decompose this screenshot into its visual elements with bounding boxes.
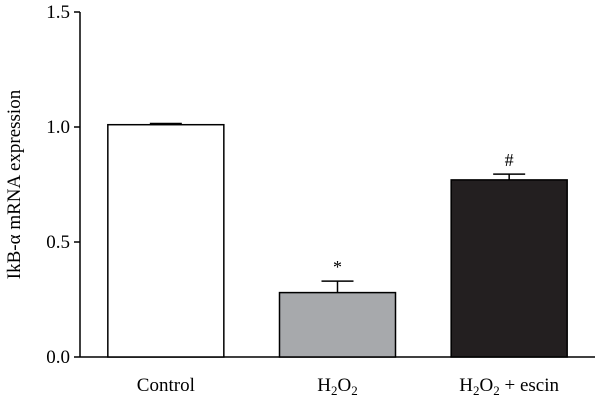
bar	[278, 291, 397, 358]
y-tick-label: 0.0	[46, 347, 70, 368]
y-axis-ticks: 0.0 0.5 1.0 1.5	[46, 2, 80, 368]
y-tick-label: 1.5	[46, 2, 70, 23]
significance-marker: #	[505, 150, 514, 170]
y-tick-label: 1.0	[46, 117, 70, 138]
bar	[450, 179, 568, 358]
x-category-label: Control	[137, 375, 195, 396]
y-axis-title: IkB-α mRNA expression	[4, 89, 25, 279]
y-tick-label: 0.5	[46, 232, 70, 253]
bar	[107, 123, 225, 358]
x-axis-labels: Control H2O2 H2O2 + escin	[137, 375, 560, 398]
x-category-label: H2O2 + escin	[459, 375, 559, 398]
bars: *#	[107, 122, 568, 358]
x-category-label: H2O2	[317, 375, 357, 398]
significance-marker: *	[333, 257, 342, 277]
